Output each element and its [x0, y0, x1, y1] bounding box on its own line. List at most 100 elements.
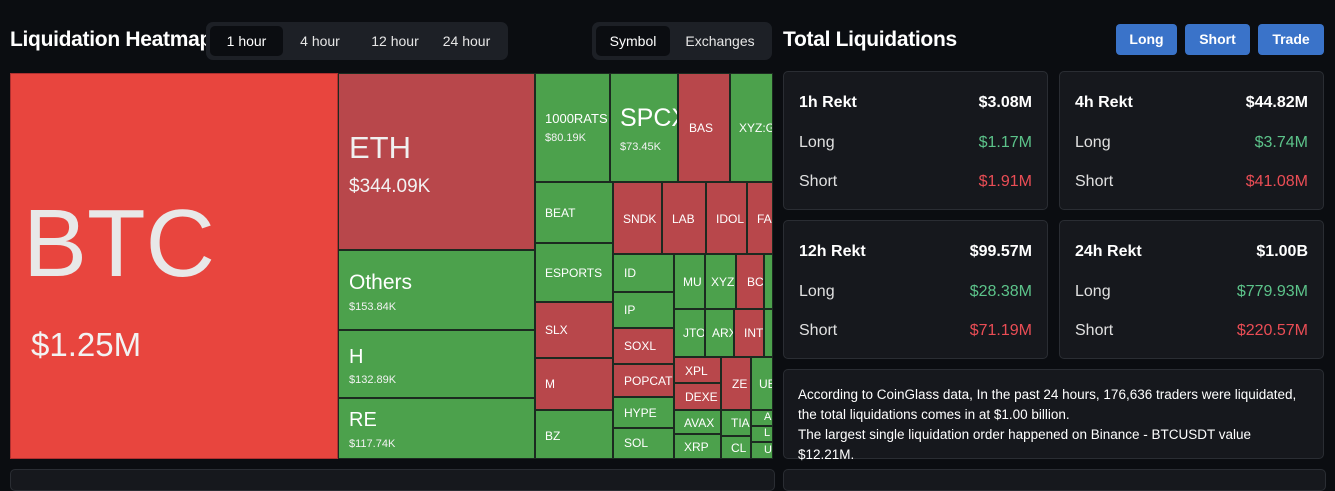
- heatmap-cell-others[interactable]: Others $153.84K: [338, 250, 535, 330]
- heatmap-cell-ub[interactable]: UB: [751, 357, 773, 410]
- trade-button[interactable]: Trade: [1258, 24, 1324, 55]
- bottom-panel-left: [10, 469, 775, 491]
- long-value: $28.38M: [969, 283, 1032, 300]
- heatmap-cell-bc[interactable]: BC: [736, 254, 764, 309]
- heatmap-cell-bas[interactable]: BAS: [678, 73, 730, 182]
- tab-12-hour[interactable]: 12 hour: [371, 33, 419, 49]
- long-value: $1.17M: [978, 134, 1032, 151]
- heatmap-title: Liquidation Heatmap: [10, 28, 212, 51]
- heatmap-cell-cl[interactable]: CL: [721, 436, 751, 459]
- panel-12h-rekt: 12h Rekt $99.57M Long $28.38M Short $71.…: [783, 220, 1048, 359]
- heatmap-cell-ze[interactable]: ZE: [721, 357, 751, 410]
- heatmap-cell-jto[interactable]: JTO: [674, 309, 705, 357]
- heatmap-cell-xrp[interactable]: XRP: [674, 434, 721, 459]
- cell-value: $80.19K: [545, 132, 586, 144]
- tab-4-hour[interactable]: 4 hour: [300, 33, 340, 49]
- heatmap-cell-bz[interactable]: BZ: [535, 410, 613, 459]
- cell-symbol: ARX: [712, 326, 733, 340]
- liquidation-summary: According to CoinGlass data, In the past…: [783, 369, 1324, 462]
- cell-symbol: HYPE: [624, 406, 657, 420]
- heatmap-cell-hype[interactable]: HYPE: [613, 397, 674, 428]
- cell-symbol: 1000RATS: [545, 111, 608, 126]
- heatmap-cell-u[interactable]: U: [751, 442, 773, 459]
- bottom-panel-right: [783, 469, 1326, 491]
- heatmap-cell-dexe[interactable]: DEXE: [674, 383, 721, 410]
- heatmap-cell-int[interactable]: INT: [734, 309, 764, 357]
- short-button[interactable]: Short: [1185, 24, 1250, 55]
- heatmap-cell-xyzg[interactable]: XYZ:G: [730, 73, 773, 182]
- panel-label: 24h Rekt: [1075, 243, 1142, 260]
- short-label: Short: [799, 173, 838, 190]
- long-label: Long: [799, 134, 835, 151]
- cell-symbol: BZ: [545, 429, 561, 443]
- short-value: $1.91M: [978, 173, 1032, 190]
- cell-symbol: AVAX: [684, 416, 715, 430]
- tab-symbol[interactable]: Symbol: [596, 26, 670, 56]
- heatmap-cell-fa[interactable]: FA: [747, 182, 773, 254]
- cell-symbol: POPCAT: [624, 374, 673, 388]
- heatmap-cell-1000rats[interactable]: 1000RATS $80.19K: [535, 73, 610, 182]
- tab-exchanges[interactable]: Exchanges: [685, 33, 755, 49]
- heatmap-cell-spcx[interactable]: SPCX $73.45K: [610, 73, 678, 182]
- heatmap-cell-popcat[interactable]: POPCAT: [613, 364, 674, 397]
- heatmap-cell-btc[interactable]: BTC $1.25M: [10, 73, 338, 459]
- cell-value: $153.84K: [349, 301, 397, 313]
- heatmap-cell-idol[interactable]: IDOL: [706, 182, 747, 254]
- heatmap-cell-beat[interactable]: BEAT: [535, 182, 613, 243]
- cell-symbol: Others: [349, 271, 413, 294]
- cell-symbol: ID: [624, 266, 636, 280]
- short-value: $71.19M: [969, 322, 1032, 339]
- heatmap-cell-id[interactable]: ID: [613, 254, 674, 292]
- heatmap-cell-sndk[interactable]: SNDK: [613, 182, 662, 254]
- heatmap-cell-a[interactable]: A: [751, 410, 773, 426]
- heatmap-cell-l[interactable]: L: [751, 426, 773, 442]
- heatmap-cell-re[interactable]: RE $117.74K: [338, 398, 535, 459]
- heatmap-cell-soxl[interactable]: SOXL: [613, 328, 674, 364]
- cell-symbol: ZE: [732, 377, 748, 391]
- long-value: $779.93M: [1236, 283, 1308, 300]
- heatmap-cell-arx[interactable]: ARX: [705, 309, 734, 357]
- heatmap-cell-xyz[interactable]: XYZ: [705, 254, 736, 309]
- heatmap-cell-tia[interactable]: TIA: [721, 410, 751, 436]
- long-label: Long: [1075, 283, 1111, 300]
- heatmap-cell-m[interactable]: M: [535, 358, 613, 410]
- heatmap-cell-lab[interactable]: LAB: [662, 182, 706, 254]
- panel-total: $44.82M: [1245, 94, 1308, 111]
- long-label: Long: [1075, 134, 1111, 151]
- cell-symbol: FA: [757, 212, 772, 226]
- totals-title: Total Liquidations: [783, 28, 957, 51]
- cell-symbol: CL: [731, 441, 747, 455]
- liquidation-heatmap: BTC $1.25M ETH $344.09K Others $153.84K …: [10, 73, 773, 459]
- tab-24-hour[interactable]: 24 hour: [442, 33, 491, 49]
- tab-1-hour[interactable]: 1 hour: [210, 26, 283, 56]
- cell-symbol: SOL: [624, 436, 649, 450]
- heatmap-cell-mu[interactable]: MU: [674, 254, 705, 309]
- short-value: $41.08M: [1245, 173, 1308, 190]
- panel-4h-rekt: 4h Rekt $44.82M Long $3.74M Short $41.08…: [1059, 71, 1324, 210]
- cell-symbol: H: [349, 346, 364, 368]
- cell-symbol: JTO: [683, 326, 705, 340]
- cell-symbol: BEAT: [545, 206, 576, 220]
- heatmap-cell-esports[interactable]: ESPORTS: [535, 243, 613, 302]
- cell-symbol: BTC: [23, 190, 215, 297]
- heatmap-cell-xpl[interactable]: XPL: [674, 357, 721, 383]
- heatmap-cell-ip[interactable]: IP: [613, 292, 674, 328]
- cell-symbol: XRP: [684, 440, 709, 454]
- panel-label: 12h Rekt: [799, 243, 866, 260]
- heatmap-cell-slx[interactable]: SLX: [535, 302, 613, 358]
- cell-symbol: SOXL: [624, 339, 657, 353]
- cell-symbol: M: [545, 377, 555, 391]
- long-button[interactable]: Long: [1116, 24, 1177, 55]
- heatmap-cell-sol[interactable]: SOL: [613, 428, 674, 459]
- panel-total: $1.00B: [1256, 243, 1308, 260]
- heatmap-cell-h[interactable]: H $132.89K: [338, 330, 535, 398]
- heatmap-cell-small[interactable]: [764, 254, 773, 309]
- heatmap-cell-eth[interactable]: ETH $344.09K: [338, 73, 535, 250]
- cell-symbol: UB: [759, 377, 772, 391]
- time-range-tabs: 1 hour 4 hour 12 hour 24 hour: [206, 22, 508, 60]
- panel-label: 4h Rekt: [1075, 94, 1133, 111]
- long-value: $3.74M: [1254, 134, 1308, 151]
- cell-symbol: IP: [624, 303, 636, 317]
- heatmap-cell-avax[interactable]: AVAX: [674, 410, 721, 434]
- heatmap-cell-small[interactable]: [764, 309, 773, 357]
